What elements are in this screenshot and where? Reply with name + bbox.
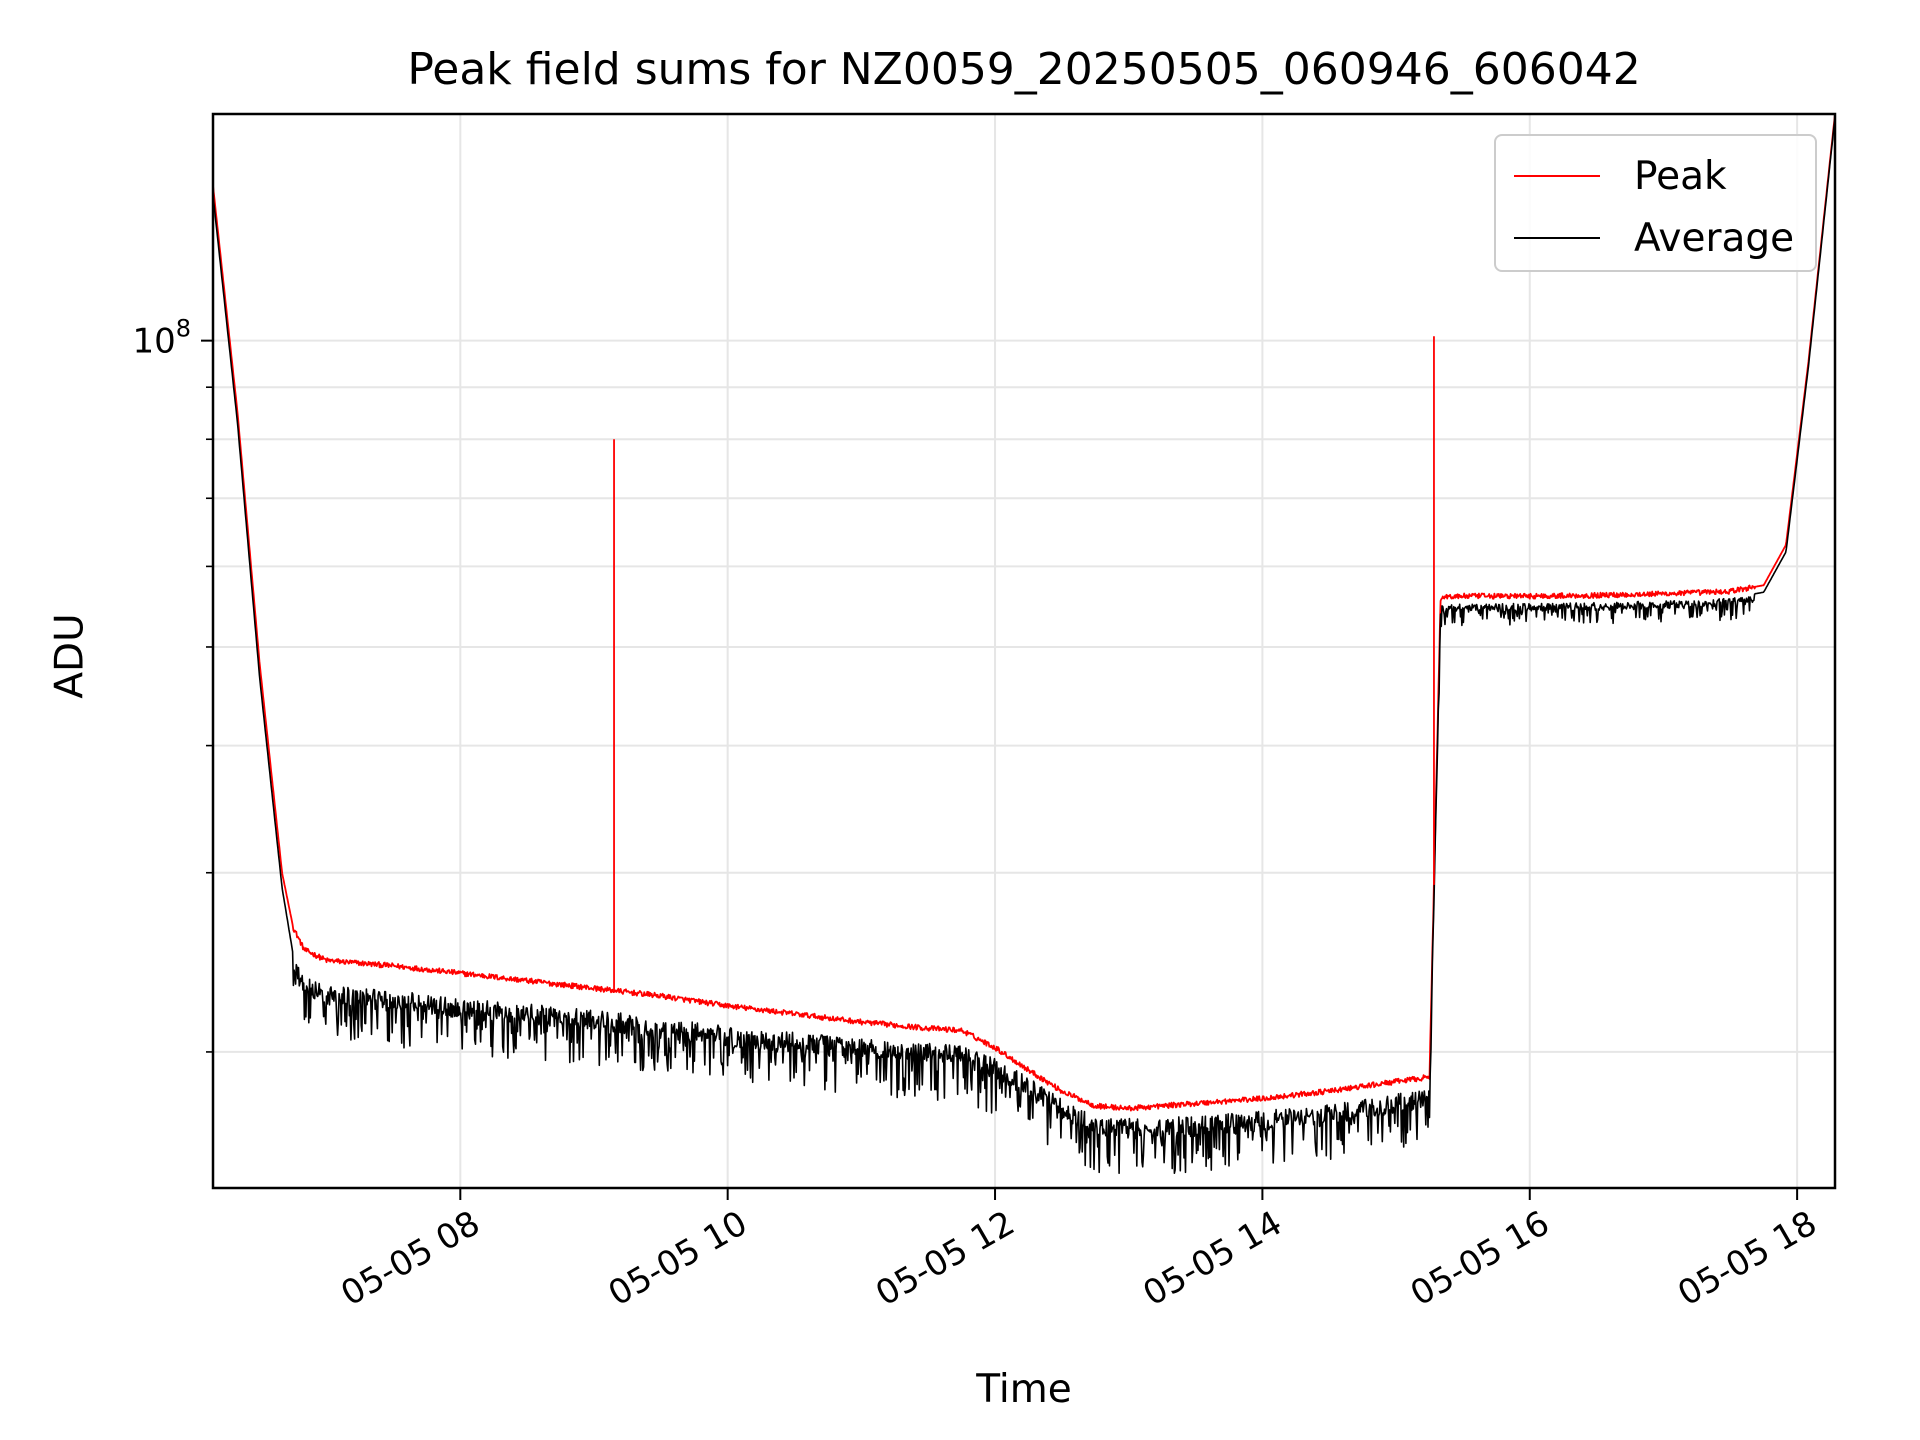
legend-swatch-peak bbox=[1514, 175, 1600, 177]
y-axis-label: ADU bbox=[47, 613, 93, 699]
series-layer bbox=[212, 113, 1836, 1174]
x-tick-label: 05-05 16 bbox=[1404, 1203, 1556, 1314]
x-tick-label: 05-05 10 bbox=[602, 1203, 754, 1314]
legend-label-average: Average bbox=[1634, 215, 1795, 261]
legend-item-peak: Peak bbox=[1514, 153, 1727, 199]
plot-frame bbox=[211, 112, 1837, 1190]
legend: Peak Average bbox=[1494, 134, 1817, 272]
y-tick-label: 108 bbox=[132, 315, 191, 362]
x-tick-label: 05-05 14 bbox=[1137, 1203, 1289, 1314]
legend-item-average: Average bbox=[1514, 215, 1795, 261]
ticks: 108 05-05 08 05-05 10 05-05 12 05-05 14 05-05… bbox=[132, 315, 1823, 1315]
legend-label-peak: Peak bbox=[1634, 153, 1727, 199]
x-tick-label: 05-05 12 bbox=[869, 1203, 1021, 1314]
grid bbox=[213, 114, 1835, 1188]
x-axis-label: Time bbox=[976, 1367, 1072, 1412]
x-tick-label: 05-05 08 bbox=[334, 1203, 486, 1314]
x-tick-label: 05-05 18 bbox=[1671, 1203, 1823, 1314]
series-line-peak bbox=[212, 113, 1836, 1112]
legend-swatch-average bbox=[1514, 237, 1600, 239]
series-line-average bbox=[212, 116, 1836, 1174]
chart-title: Peak field sums for NZ0059_20250505_0609… bbox=[407, 44, 1641, 95]
